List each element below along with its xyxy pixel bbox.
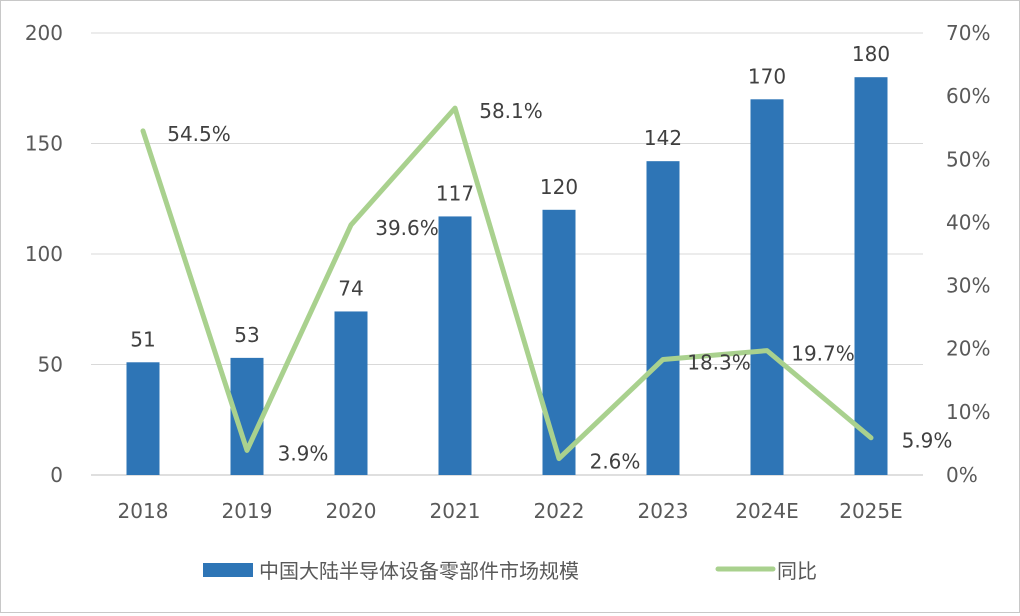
y-right-tick-label: 60% xyxy=(946,84,990,108)
line-data-label: 3.9% xyxy=(278,441,329,465)
x-tick-label: 2022 xyxy=(534,499,585,523)
line-point xyxy=(454,107,456,110)
legend-bar-label: 中国大陆半导体设备零部件市场规模 xyxy=(259,559,579,583)
bar xyxy=(334,311,368,475)
y-right-tick-label: 50% xyxy=(946,147,990,171)
line-point xyxy=(246,449,248,452)
legend-bar-swatch xyxy=(203,563,253,577)
line-data-label: 19.7% xyxy=(791,342,855,366)
y-right-tick-label: 70% xyxy=(946,21,990,45)
bar xyxy=(854,77,888,475)
y-right-tick-label: 10% xyxy=(946,400,990,424)
growth-line xyxy=(140,105,874,462)
bar xyxy=(750,99,784,476)
x-tick-label: 2024E xyxy=(735,499,799,523)
x-tick-label: 2025E xyxy=(839,499,903,523)
x-tick-label: 2019 xyxy=(222,499,273,523)
line-data-label: 58.1% xyxy=(479,99,543,123)
y-left-tick-label: 150 xyxy=(25,132,63,156)
line-data-label: 39.6% xyxy=(375,216,439,240)
bar xyxy=(542,209,576,476)
y-right-tick-label: 20% xyxy=(946,337,990,361)
bar xyxy=(126,362,160,475)
y-left-tick-label: 100 xyxy=(25,242,63,266)
bar-data-label: 51 xyxy=(130,327,155,351)
bar-data-label: 120 xyxy=(540,175,578,199)
y-right-tick-label: 40% xyxy=(946,210,990,234)
line-point xyxy=(142,129,144,132)
bar-data-label: 142 xyxy=(644,126,682,150)
line-data-label: 18.3% xyxy=(687,350,751,374)
legend-line-label: 同比 xyxy=(777,559,817,583)
x-tick-label: 2023 xyxy=(638,499,689,523)
y-left-tick-label: 200 xyxy=(25,21,63,45)
bar-data-label: 180 xyxy=(852,42,890,66)
line-data-label: 5.9% xyxy=(902,429,953,453)
x-tick-label: 2020 xyxy=(326,499,377,523)
line-point xyxy=(662,358,664,361)
bar xyxy=(438,216,472,475)
line-point xyxy=(558,457,560,460)
x-tick-label: 2021 xyxy=(430,499,481,523)
bar-data-label: 117 xyxy=(436,181,474,205)
line-data-label: 54.5% xyxy=(167,122,231,146)
line-data-label: 2.6% xyxy=(590,450,641,474)
bar-data-label: 170 xyxy=(748,64,786,88)
line-point xyxy=(350,223,352,226)
y-left-tick-label: 0 xyxy=(50,463,63,487)
x-tick-label: 2018 xyxy=(118,499,169,523)
bar-data-label: 53 xyxy=(234,323,259,347)
y-right-tick-label: 0% xyxy=(946,463,978,487)
line-point xyxy=(766,349,768,352)
y-right-tick-label: 30% xyxy=(946,274,990,298)
y-left-tick-label: 50 xyxy=(38,353,63,377)
line-point xyxy=(870,436,872,439)
bar xyxy=(646,161,680,475)
bar-data-label: 74 xyxy=(338,276,363,300)
